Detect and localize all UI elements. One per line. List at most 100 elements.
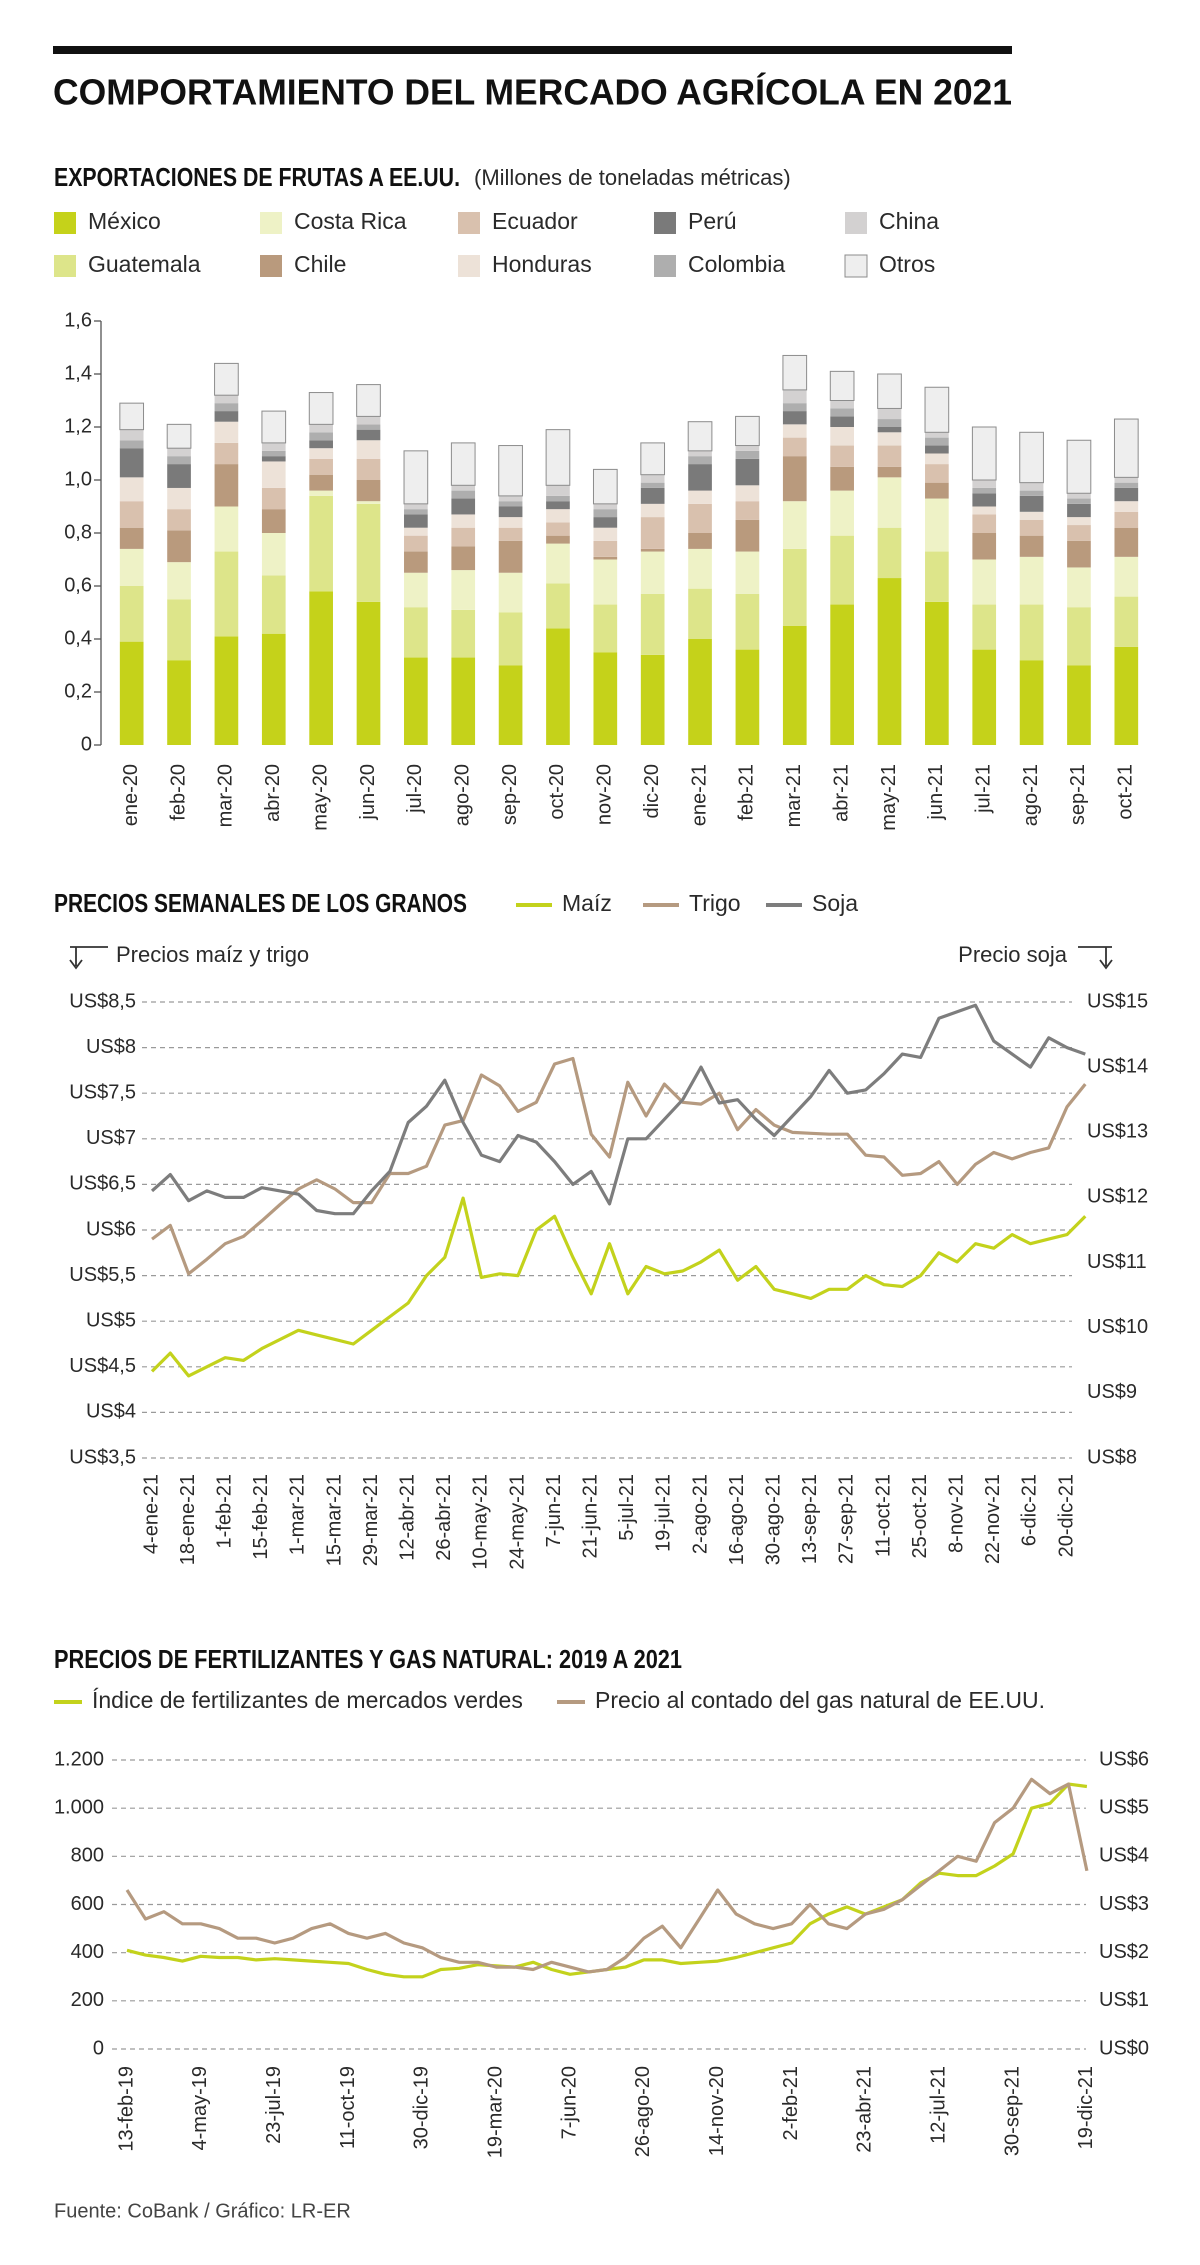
x-tick-label: nov-20	[594, 764, 616, 825]
bar	[309, 440, 333, 449]
bar	[451, 490, 476, 499]
bar	[1066, 439, 1092, 494]
bar	[119, 448, 144, 478]
legend-swatch	[654, 255, 676, 277]
y-axis-label: Precios maíz y trigo	[116, 942, 309, 967]
y-tick-label: 1,0	[64, 468, 92, 490]
x-tick-label: 29-mar-21	[360, 1474, 382, 1566]
x-tick-label: oct-21	[1115, 764, 1137, 820]
bar	[877, 427, 902, 433]
bar	[877, 578, 902, 745]
bar	[214, 506, 239, 552]
bar	[214, 551, 239, 637]
bar	[546, 522, 570, 536]
bar	[782, 403, 807, 412]
bar	[356, 440, 381, 459]
bar	[688, 533, 712, 549]
bar	[309, 458, 333, 475]
x-tick-label: 12-jul-21	[928, 2066, 950, 2144]
bar	[356, 503, 381, 602]
y2-tick-label: US$9	[1087, 1381, 1137, 1403]
bar	[498, 501, 523, 507]
bar	[498, 445, 523, 497]
x-tick-label: 22-nov-21	[982, 1474, 1004, 1564]
legend-swatch	[654, 212, 676, 234]
bar	[1114, 477, 1139, 483]
bar	[1114, 527, 1139, 557]
x-tick-label: 30-dic-19	[411, 2066, 433, 2149]
bar	[735, 551, 760, 594]
series-line	[126, 1782, 1088, 1979]
bar	[1019, 431, 1044, 484]
bar	[640, 442, 666, 476]
x-tick-label: dic-20	[641, 764, 663, 818]
bar	[830, 490, 854, 536]
source: Fuente: CoBank / Gráfico: LR-ER	[54, 2200, 351, 2222]
bar	[261, 410, 287, 444]
bar	[735, 415, 760, 447]
bar	[356, 429, 381, 441]
bar	[972, 604, 997, 650]
x-tick-label: 30-sep-21	[1001, 2066, 1023, 2156]
bar	[735, 649, 760, 745]
bar	[451, 657, 476, 745]
bar	[735, 485, 760, 502]
bar	[261, 575, 286, 634]
bar	[119, 586, 144, 642]
bar	[972, 506, 997, 515]
series-line	[151, 1056, 1087, 1276]
bar	[925, 601, 949, 745]
x-tick-label: 21-jun-21	[579, 1474, 601, 1559]
bar	[877, 373, 902, 409]
y-tick-label: US$6,5	[69, 1173, 136, 1195]
legend-swatch	[844, 254, 868, 278]
x-tick-label: 27-sep-21	[836, 1474, 858, 1564]
bar	[782, 548, 807, 626]
page-title: COMPORTAMIENTO DEL MERCADO AGRÍCOLA EN 2…	[53, 72, 1012, 113]
x-tick-label: 12-abr-21	[396, 1474, 418, 1561]
bar	[309, 424, 333, 433]
bar	[356, 458, 381, 480]
x-tick-label: 1-feb-21	[213, 1474, 235, 1549]
bar	[972, 649, 997, 745]
x-tick-label: 26-abr-21	[433, 1474, 455, 1561]
bar	[1019, 511, 1044, 520]
bar	[972, 480, 997, 488]
y-tick-label: 1.000	[54, 1796, 104, 1818]
bar	[640, 474, 665, 483]
bar	[688, 490, 712, 504]
y2-axis-label: Precio soja	[958, 942, 1068, 967]
bar	[640, 482, 665, 488]
bar	[1019, 495, 1044, 512]
x-tick-label: 19-dic-21	[1075, 2066, 1097, 2149]
x-tick-label: may-21	[878, 764, 900, 831]
bar	[782, 354, 808, 391]
bar	[356, 480, 381, 502]
bar	[309, 432, 333, 441]
bar	[404, 657, 428, 745]
bar	[735, 445, 760, 451]
x-tick-label: 19-jul-21	[653, 1474, 675, 1552]
x-tick-label: 14-nov-20	[706, 2066, 728, 2156]
y-tick-label: 1.200	[54, 1748, 104, 1770]
x-tick-label: 5-jul-21	[616, 1474, 638, 1541]
x-tick-label: 7-jun-21	[543, 1474, 565, 1547]
bar	[119, 429, 144, 441]
bar	[1114, 501, 1139, 512]
x-tick-label: ago-21	[1020, 764, 1042, 826]
y-tick-label: US$7,5	[69, 1081, 136, 1103]
bar	[925, 551, 949, 602]
bar	[1114, 482, 1139, 488]
x-tick-label: 2-ago-21	[689, 1474, 711, 1554]
y-tick-label: 1,4	[64, 362, 92, 384]
x-tick-label: 15-mar-21	[323, 1474, 345, 1566]
bar	[1067, 665, 1091, 745]
bar	[640, 517, 665, 549]
bar	[782, 389, 807, 404]
bar	[735, 593, 760, 650]
bar	[688, 450, 712, 457]
bar	[830, 400, 854, 409]
bar	[546, 583, 570, 629]
legend-label: Costa Rica	[294, 208, 407, 234]
bar	[214, 403, 239, 412]
